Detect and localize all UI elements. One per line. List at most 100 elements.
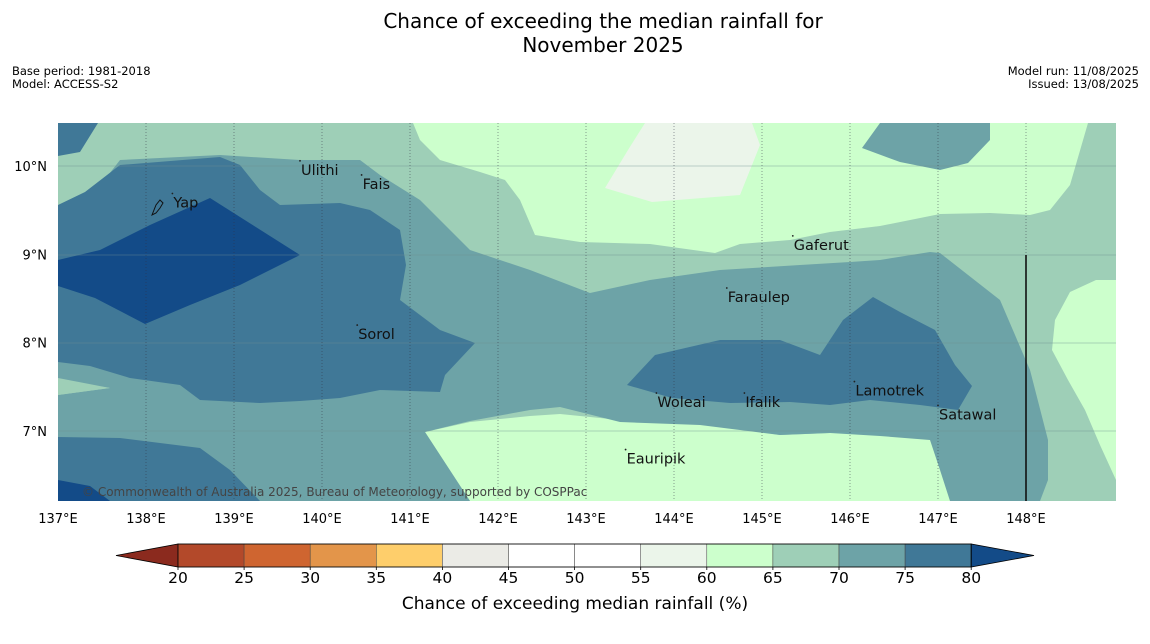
map-title: Chance of exceeding the median rainfall … xyxy=(0,9,1150,57)
lat-tick-label: 8°N xyxy=(23,337,48,352)
place-marker xyxy=(937,404,939,407)
place-ifalik: Ifalik xyxy=(743,392,781,411)
colorbar-swatch xyxy=(640,543,708,568)
place-satawal: Satawal xyxy=(937,404,996,423)
colorbar-tick-label: 55 xyxy=(631,569,651,587)
contour-65-70-region-top xyxy=(262,123,320,138)
place-marker xyxy=(356,324,359,326)
colorbar-swatch xyxy=(309,543,377,568)
lon-tick-label: 141°E xyxy=(390,512,430,527)
place-gaferut: Gaferut xyxy=(791,234,849,254)
colorbar-swatch xyxy=(706,543,774,568)
colorbar-over-arrow xyxy=(970,543,1035,568)
colorbar-tick-label: 60 xyxy=(697,569,717,587)
place-label: Fais xyxy=(363,177,390,193)
place-eauripik: Eauripik xyxy=(624,448,686,468)
colorbar-tick-label: 45 xyxy=(499,569,519,587)
contour-layer: Yap Ulithi Fais Gaferut Faraulep Sorol Woleai I… xyxy=(58,123,1116,501)
lon-tick-label: 146°E xyxy=(830,512,870,527)
colorbar-label: Chance of exceeding median rainfall (%) xyxy=(401,594,749,614)
lat-tick-label: 7°N xyxy=(23,425,48,440)
colorbar-swatch xyxy=(904,543,972,568)
contour-60-65-region-eauripik xyxy=(628,432,667,470)
yap-island-shape xyxy=(151,199,164,217)
place-woleai: Woleai xyxy=(655,392,706,411)
place-marker xyxy=(171,192,174,195)
colorbar-swatch xyxy=(376,543,443,568)
contour-60-65-region-south xyxy=(425,414,975,501)
meta-left: Base period: 1981-2018 Model: ACCESS-S2 xyxy=(12,65,151,91)
place-label: Yap xyxy=(172,196,198,212)
place-lamotrek: Lamotrek xyxy=(853,380,925,400)
colorbar-tick-label: 50 xyxy=(565,569,585,587)
place-label: Sorol xyxy=(358,327,395,343)
colorbar-tick-label: 75 xyxy=(895,569,915,587)
place-label: Woleai xyxy=(657,395,705,411)
place-label: Ulithi xyxy=(301,163,339,179)
contour-above-80-region xyxy=(58,198,300,324)
place-marker xyxy=(791,234,794,237)
model-run-text: Model run: 11/08/2025 xyxy=(1007,64,1139,78)
place-ulithi: Ulithi xyxy=(299,159,339,179)
contour-above-80-region-south xyxy=(58,480,110,501)
lon-tick-label: 147°E xyxy=(918,512,958,527)
lon-tick-label: 137°E xyxy=(38,512,78,527)
lon-tick-label: 139°E xyxy=(214,512,254,527)
lat-tick-label: 10°N xyxy=(14,160,47,175)
colorbar-swatch xyxy=(574,543,641,568)
colorbar-swatch xyxy=(243,543,311,568)
lon-tick-label: 144°E xyxy=(654,512,694,527)
lon-tick-label: 145°E xyxy=(742,512,782,527)
colorbar: 20 25 30 35 40 45 50 55 60 65 70 75 80 xyxy=(115,543,1035,587)
lon-tick-label: 142°E xyxy=(478,512,518,527)
contour-75-80-region-southwest xyxy=(58,437,260,501)
place-sorol: Sorol xyxy=(356,324,395,343)
contour-60-65-region-east xyxy=(1052,280,1116,480)
place-label: Faraulep xyxy=(728,290,790,306)
lon-tick-label: 140°E xyxy=(302,512,342,527)
colorbar-tick-label: 40 xyxy=(433,569,453,587)
colorbar-tick-label: 20 xyxy=(168,569,188,587)
lon-tick-label: 143°E xyxy=(566,512,606,527)
lat-tick-label: 9°N xyxy=(23,248,48,263)
map-title-line2: November 2025 xyxy=(522,33,684,57)
map-title-line1: Chance of exceeding the median rainfall … xyxy=(383,9,823,33)
place-yap: Yap xyxy=(171,192,198,212)
place-label: Ifalik xyxy=(745,395,780,411)
colorbar-tick-label: 70 xyxy=(829,569,849,587)
colorbar-swatch xyxy=(442,543,509,568)
colorbar-tick-label: 80 xyxy=(961,569,981,587)
place-labels: Yap Ulithi Fais Gaferut Faraulep Sorol Woleai I… xyxy=(171,159,996,468)
contour-75-80-region-east xyxy=(627,297,972,410)
colorbar-swatch xyxy=(772,543,840,568)
meta-right: Model run: 11/08/2025 Issued: 13/08/2025 xyxy=(1008,65,1139,91)
place-label: Eauripik xyxy=(627,452,686,468)
lon-tick-label: 138°E xyxy=(126,512,166,527)
contour-55-60-region-west xyxy=(58,380,110,395)
contour-55-60-region-north xyxy=(605,123,760,202)
issued-text: Issued: 13/08/2025 xyxy=(1028,77,1139,91)
colorbar-under-arrow xyxy=(115,543,179,568)
lon-tick-label: 148°E xyxy=(1006,512,1046,527)
colorbar-tick-label: 25 xyxy=(234,569,254,587)
place-marker xyxy=(853,380,856,383)
colorbar-swatch xyxy=(838,543,906,568)
colorbar-tick-label: 35 xyxy=(366,569,386,587)
colorbar-tick-label: 65 xyxy=(763,569,783,587)
place-label: Lamotrek xyxy=(855,384,924,400)
colorbar-swatch xyxy=(177,543,245,568)
contour-70-75-region-northeast xyxy=(862,123,990,170)
copyright-text: © Commonwealth of Australia 2025, Bureau… xyxy=(82,485,587,499)
place-marker xyxy=(743,392,746,394)
place-label: Gaferut xyxy=(794,238,849,254)
place-marker xyxy=(299,159,301,162)
latitude-tick-labels: 10°N 9°N 8°N 7°N xyxy=(14,160,47,440)
graticule-lat xyxy=(58,165,1116,432)
contour-60-65-region-small xyxy=(700,475,726,500)
place-label: Satawal xyxy=(939,407,996,423)
base-period-text: Base period: 1981-2018 xyxy=(12,64,151,78)
colorbar-tick-label: 30 xyxy=(300,569,320,587)
colorbar-swatch xyxy=(508,543,575,568)
place-marker xyxy=(655,392,658,394)
